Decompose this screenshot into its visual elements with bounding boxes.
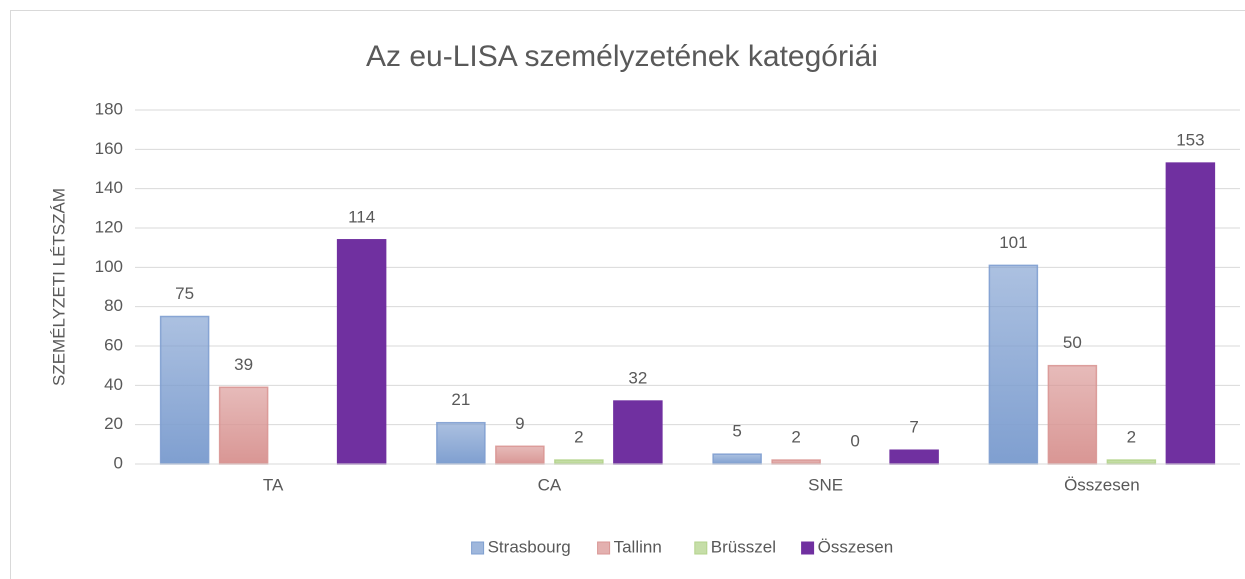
bar	[436, 421, 486, 465]
bar	[1047, 364, 1098, 465]
x-tick-label: TA	[263, 475, 284, 494]
data-label: 39	[234, 355, 253, 374]
data-label: 50	[1063, 333, 1082, 352]
legend-swatch	[694, 541, 708, 555]
data-label: 9	[515, 414, 524, 433]
y-tick-label: 100	[95, 257, 123, 276]
bar	[613, 400, 663, 465]
bar	[771, 459, 821, 465]
data-label: 114	[348, 207, 375, 226]
bar	[1106, 459, 1157, 465]
x-tick-label: SNE	[808, 475, 843, 494]
bar	[889, 449, 939, 465]
data-label: 21	[451, 390, 470, 409]
y-tick-label: 80	[104, 296, 123, 315]
bar	[1165, 162, 1216, 465]
y-tick-label: 180	[95, 99, 123, 118]
data-label: 0	[850, 431, 859, 450]
legend-swatch	[801, 541, 815, 555]
chart-frame	[10, 10, 1245, 579]
y-tick-label: 20	[104, 414, 123, 433]
legend-label: Összesen	[818, 537, 894, 556]
bar	[159, 315, 210, 465]
legend-label: Strasbourg	[488, 537, 571, 556]
chart-title: Az eu-LISA személyzetének kategóriái	[366, 40, 878, 73]
y-tick-label: 140	[95, 178, 123, 197]
data-label: 7	[909, 418, 918, 437]
y-tick-label: 60	[104, 335, 123, 354]
y-tick-label: 40	[104, 375, 123, 394]
data-label: 153	[1176, 131, 1204, 150]
legend-label: Brüsszel	[711, 537, 776, 556]
x-tick-label: Összesen	[1064, 475, 1140, 494]
data-label: 101	[999, 233, 1027, 252]
bar	[218, 386, 269, 465]
y-tick-label: 160	[95, 139, 123, 158]
bar	[712, 453, 762, 465]
y-tick-label: 0	[114, 453, 123, 472]
y-axis-label: SZEMÉLYZETI LÉTSZÁM	[49, 188, 68, 386]
bar	[336, 239, 387, 465]
data-label: 32	[628, 369, 647, 388]
legend-swatch	[471, 541, 485, 555]
x-tick-label: CA	[538, 475, 562, 494]
data-label: 2	[574, 428, 583, 447]
legend-swatch	[597, 541, 611, 555]
data-label: 75	[175, 284, 194, 303]
bar	[988, 264, 1039, 465]
bar	[554, 459, 604, 465]
data-label: 5	[732, 422, 741, 441]
legend-label: Tallinn	[614, 537, 662, 556]
bar	[495, 445, 545, 465]
data-label: 2	[1127, 428, 1136, 447]
y-tick-label: 120	[95, 217, 123, 236]
data-label: 2	[791, 428, 800, 447]
